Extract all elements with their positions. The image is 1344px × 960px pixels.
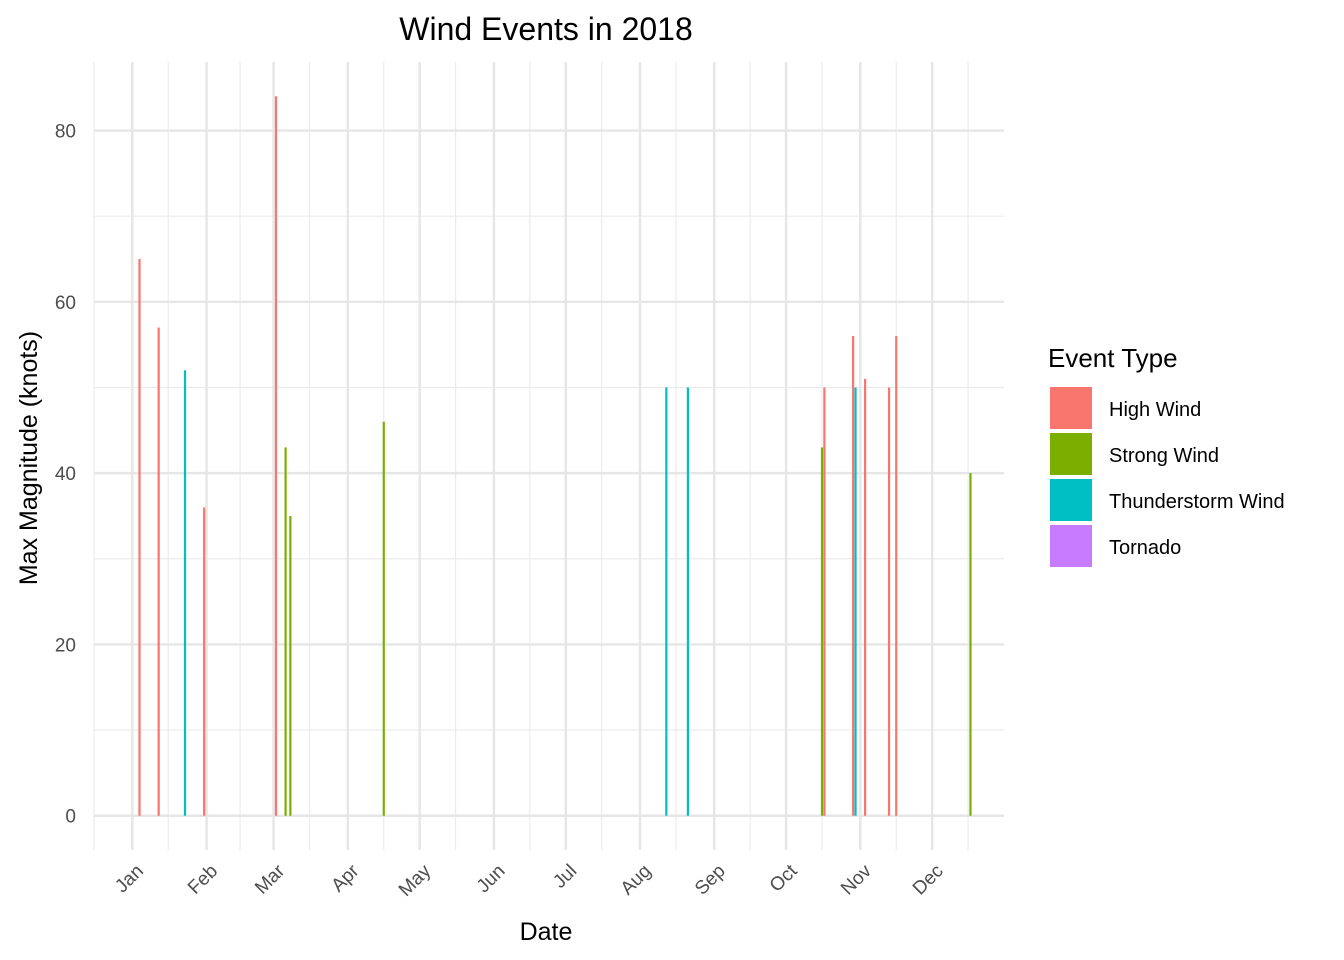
x-tick-label: Dec [909,861,948,900]
bar [823,387,826,816]
legend-item-label: Thunderstorm Wind [1109,491,1285,513]
bar [887,387,891,816]
x-tick-label: Oct [766,860,802,896]
bar [274,96,278,816]
x-tick-label: Nov [837,860,876,899]
x-tick-label: Jun [473,861,510,898]
bar [854,387,857,816]
bar [686,387,689,816]
bar [183,370,187,816]
y-axis-ticks: 0 20 40 60 80 [55,122,76,828]
grid [93,62,1004,850]
bar [820,447,824,816]
bars [138,96,972,816]
legend-swatch [1050,479,1092,521]
y-tick-label: 20 [55,635,76,656]
bar [284,447,287,816]
legend-title: Event Type [1048,343,1178,373]
x-tick-label: May [395,860,436,901]
bar [852,336,855,816]
x-tick-label: Sep [691,861,730,900]
x-axis-title: Date [520,918,573,946]
legend-item-label: Tornado [1109,537,1181,559]
bar [895,336,898,816]
bar [138,259,141,816]
x-axis-ticks: Jan Feb Mar Apr May Jun Jul Aug Sep Oct Nov Dec [111,860,947,901]
x-tick-label: Apr [328,860,364,896]
y-tick-label: 60 [55,293,76,314]
legend-swatch [1050,525,1092,567]
legend-swatch [1050,387,1092,429]
y-tick-label: 80 [55,122,76,143]
bar [969,473,972,816]
x-tick-label: Jul [549,861,581,893]
x-tick-label: Jan [111,861,148,898]
bar [665,387,668,816]
bar [382,421,385,816]
bar [157,327,160,816]
legend-item-label: High Wind [1109,399,1201,421]
x-tick-label: Aug [617,861,656,900]
y-axis-title: Max Magnitude (knots) [15,331,43,585]
bar [289,515,292,816]
legend-swatch [1050,433,1092,475]
x-tick-label: Feb [184,861,222,899]
y-tick-label: 40 [55,464,76,485]
legend: Event Type High Wind Strong Wind Thunderst… [1048,343,1285,567]
legend-item-label: Strong Wind [1109,445,1219,467]
y-tick-label: 0 [65,807,76,828]
bar [203,507,206,816]
bar [864,378,867,816]
x-tick-label: Mar [251,860,289,898]
chart-title: Wind Events in 2018 [399,11,693,47]
